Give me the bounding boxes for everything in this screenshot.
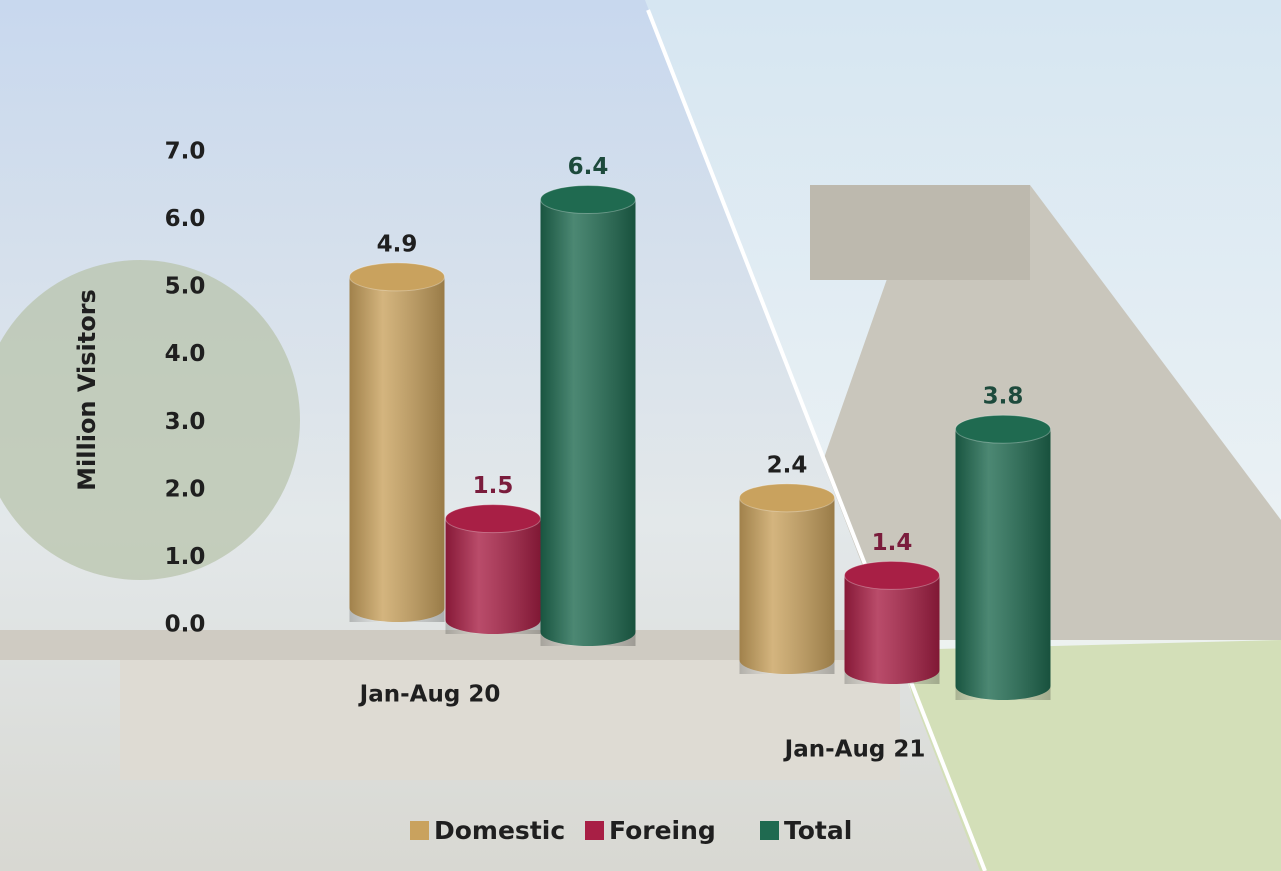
y-tick-label: 0.0 [165,612,206,638]
y-tick-label: 3.0 [165,409,206,435]
legend-label: Total [784,816,852,845]
value-label: 4.9 [377,231,418,257]
y-tick-label: 7.0 [165,139,206,165]
bar-top [955,414,1051,444]
bar-shade [445,518,541,634]
tree [0,260,300,580]
y-tick-label: 6.0 [165,206,206,232]
bar-top [445,504,541,534]
museum-sign [120,660,900,780]
pyramid [760,185,1281,640]
legend-swatch [410,821,429,840]
bar-top [739,483,835,513]
value-label: 1.5 [473,473,514,499]
legend-label: Foreing [609,816,716,845]
bar-shade [739,497,835,674]
divider [646,9,987,871]
bar-top [844,560,940,590]
bar-top [349,262,445,292]
bar-shade [955,429,1051,700]
y-tick-label: 2.0 [165,476,206,502]
x-tick-label: Jan-Aug 20 [358,682,501,708]
value-label: 2.4 [767,452,808,478]
bar-shade [844,575,940,684]
y-tick-label: 1.0 [165,544,206,570]
y-tick-label: 4.0 [165,341,206,367]
legend-swatch [760,821,779,840]
y-tick-label: 5.0 [165,274,206,300]
legend-swatch [585,821,604,840]
y-axis-label: Million Visitors [73,289,101,491]
x-tick-label: Jan-Aug 21 [783,737,926,763]
bar-top [540,185,636,215]
value-label: 3.8 [983,384,1024,410]
temple [810,185,1030,280]
value-label: 1.4 [872,530,913,556]
value-label: 6.4 [568,154,609,180]
bar-shade [349,276,445,622]
legend-label: Domestic [434,816,565,845]
bar-shade [540,199,636,647]
